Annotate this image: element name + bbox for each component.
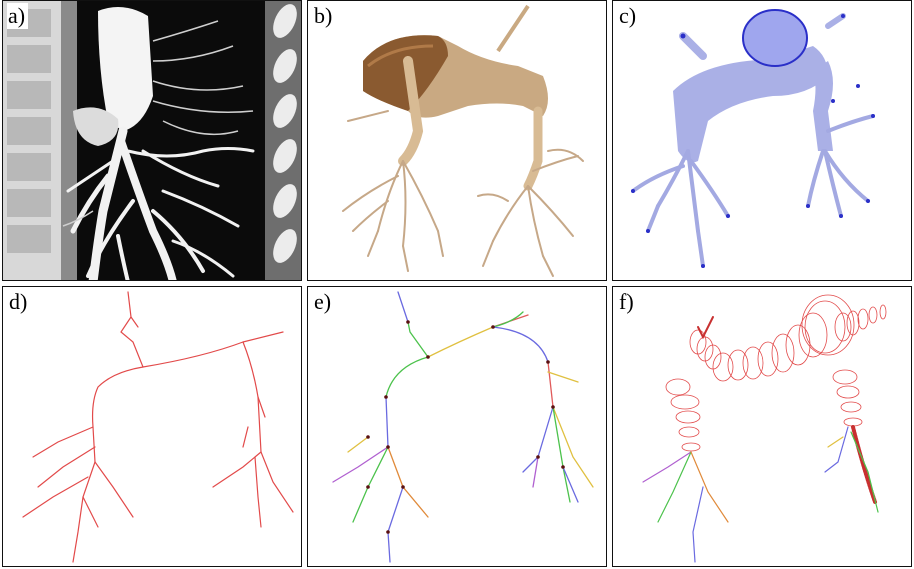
panel-f: f) (612, 286, 912, 567)
volume-render-image (308, 1, 606, 280)
panel-c-label: c) (619, 3, 637, 28)
panel-e-label: e) (314, 289, 332, 314)
surface-mesh-image (613, 1, 911, 280)
panel-b: b) (307, 0, 607, 281)
ct-mip-image (3, 1, 301, 280)
panel-a-label: a) (7, 3, 29, 29)
panel-b-label: b) (314, 3, 333, 28)
cross-section-rings-image (613, 287, 911, 566)
centerline-red-image (3, 287, 301, 566)
segmented-centerline-image (308, 287, 606, 566)
panel-e: e) (307, 286, 607, 567)
panel-a: a) (2, 0, 302, 281)
panel-c: c) (612, 0, 912, 281)
panel-d: d) (2, 286, 302, 567)
panel-f-label: f) (619, 289, 634, 314)
panel-d-label: d) (9, 289, 28, 314)
